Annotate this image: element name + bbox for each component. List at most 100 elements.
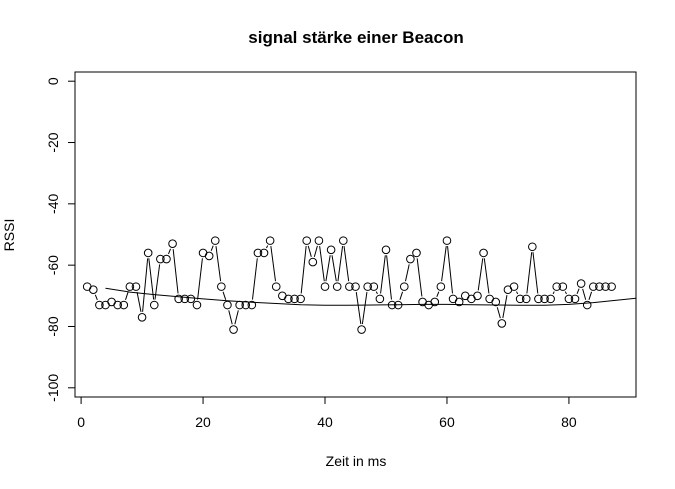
data-point (582, 300, 592, 310)
data-point (521, 294, 531, 304)
series-segment (477, 258, 484, 291)
data-point (430, 297, 440, 307)
series-segment (168, 248, 171, 255)
series-segment (300, 246, 307, 294)
data-point (296, 294, 305, 304)
series-segment (380, 255, 386, 294)
y-tick-label: -100 (45, 374, 61, 402)
series-segment (222, 291, 227, 300)
data-point (442, 236, 452, 245)
series-segment (441, 246, 447, 282)
data-point (436, 282, 446, 291)
series-segment (331, 255, 337, 282)
data-point (137, 312, 147, 322)
data-point (119, 300, 129, 310)
data-point (570, 294, 580, 304)
data-point (528, 242, 537, 252)
x-axis: 0 20 40 60 80 (77, 396, 577, 430)
series-segment (502, 295, 508, 319)
series-layer (82, 236, 637, 334)
chart-title: signal stärke einer Beacon (248, 28, 463, 47)
series-segment (436, 291, 440, 298)
data-point (339, 236, 348, 245)
series-segment (552, 291, 555, 295)
data-point (174, 294, 183, 304)
x-tick-label: 40 (317, 414, 333, 430)
y-tick-label: -60 (45, 255, 61, 275)
trend-line (105, 287, 637, 306)
data-point (399, 282, 409, 291)
data-point (497, 319, 507, 328)
data-point (314, 236, 324, 245)
data-point (326, 245, 336, 255)
data-point (589, 282, 598, 291)
series-segment (343, 246, 350, 282)
series-segment (375, 291, 378, 295)
data-point (595, 282, 604, 291)
data-point (95, 300, 104, 310)
series-segment (313, 245, 318, 257)
data-point (204, 251, 214, 261)
data-point (247, 300, 257, 310)
x-tick-label: 0 (77, 414, 85, 430)
data-point (162, 254, 171, 264)
data-point (558, 282, 568, 291)
series-segment (361, 291, 368, 325)
data-point (375, 294, 385, 304)
data-point (265, 236, 275, 245)
data-point (149, 300, 159, 310)
series-segment (148, 258, 155, 300)
series-segment (142, 258, 149, 312)
data-point (479, 248, 488, 258)
series-segment (416, 258, 423, 297)
series-segment (94, 294, 98, 301)
series-segment (483, 258, 490, 294)
series-segment (210, 245, 214, 252)
series-segment (154, 264, 161, 300)
data-point (546, 294, 555, 304)
data-point (186, 294, 196, 304)
x-tick-label: 20 (195, 414, 211, 430)
series-segment (172, 249, 179, 294)
series-segment (136, 291, 142, 312)
series-segment (404, 264, 410, 282)
data-point (210, 236, 220, 245)
data-point (515, 294, 525, 304)
series-segment (319, 246, 325, 282)
data-point (406, 254, 415, 264)
series-segment (576, 288, 580, 294)
data-point (271, 282, 281, 291)
data-point (363, 282, 372, 291)
data-point (284, 294, 293, 304)
data-point (369, 282, 379, 291)
data-point (509, 282, 519, 291)
data-point (552, 282, 562, 291)
series-segment (197, 258, 203, 300)
data-point (576, 279, 586, 288)
data-point (180, 294, 190, 304)
data-point (223, 300, 232, 310)
y-tick-label: 0 (45, 77, 61, 85)
data-point (217, 282, 226, 291)
data-point (381, 245, 391, 255)
data-point (290, 294, 299, 304)
y-tick-label: -40 (45, 194, 61, 214)
data-point (302, 236, 312, 245)
y-tick-label: -20 (45, 132, 61, 152)
data-point (564, 294, 574, 304)
data-point (607, 282, 616, 291)
data-point (540, 294, 549, 304)
y-axis: 0 -20 -40 -60 -80 -100 (45, 77, 76, 402)
x-axis-label: Zeit in ms (326, 453, 387, 469)
series-segment (582, 288, 587, 300)
x-tick-label: 80 (561, 414, 577, 430)
data-point (351, 282, 360, 291)
series-1 (82, 236, 616, 334)
data-point (143, 248, 153, 258)
data-point (253, 248, 263, 258)
data-point (534, 294, 543, 304)
data-point (131, 282, 141, 291)
series-segment (215, 246, 222, 282)
